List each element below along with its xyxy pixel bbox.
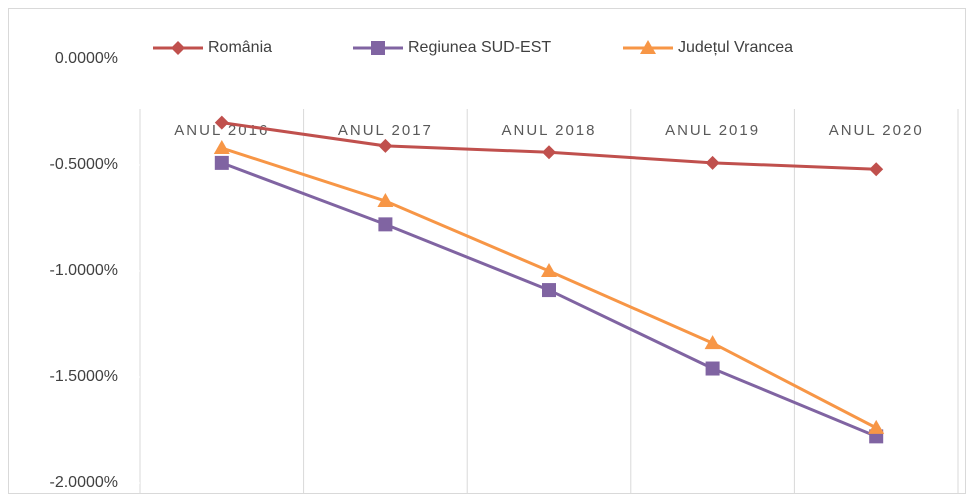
marker (541, 263, 557, 277)
marker (705, 155, 720, 170)
marker (377, 193, 394, 208)
x-tick-label: ANUL 2018 (502, 122, 597, 139)
marker (542, 145, 556, 160)
y-tick-label: 0.0000% (55, 50, 118, 67)
marker (640, 40, 656, 54)
marker (378, 217, 393, 232)
legend-label: Județul Vrancea (678, 39, 793, 56)
y-tick-label: -1.0000% (50, 262, 119, 279)
marker (214, 115, 229, 130)
marker (171, 41, 185, 55)
chart-border (8, 8, 966, 494)
legend-label: România (208, 39, 272, 56)
marker (214, 155, 229, 170)
x-tick-label: ANUL 2019 (665, 122, 760, 139)
marker (869, 162, 884, 177)
x-tick-label: ANUL 2020 (829, 122, 924, 139)
x-tick-label: ANUL 2017 (338, 122, 433, 139)
marker (371, 41, 385, 55)
y-tick-label: -2.0000% (50, 474, 119, 491)
marker (868, 419, 885, 434)
marker (378, 138, 393, 153)
marker (213, 140, 230, 155)
y-tick-label: -1.5000% (50, 368, 119, 385)
marker (542, 283, 556, 298)
marker (705, 361, 720, 376)
marker (704, 335, 721, 350)
y-tick-label: -0.5000% (50, 156, 119, 173)
legend-label: Regiunea SUD-EST (408, 39, 551, 56)
